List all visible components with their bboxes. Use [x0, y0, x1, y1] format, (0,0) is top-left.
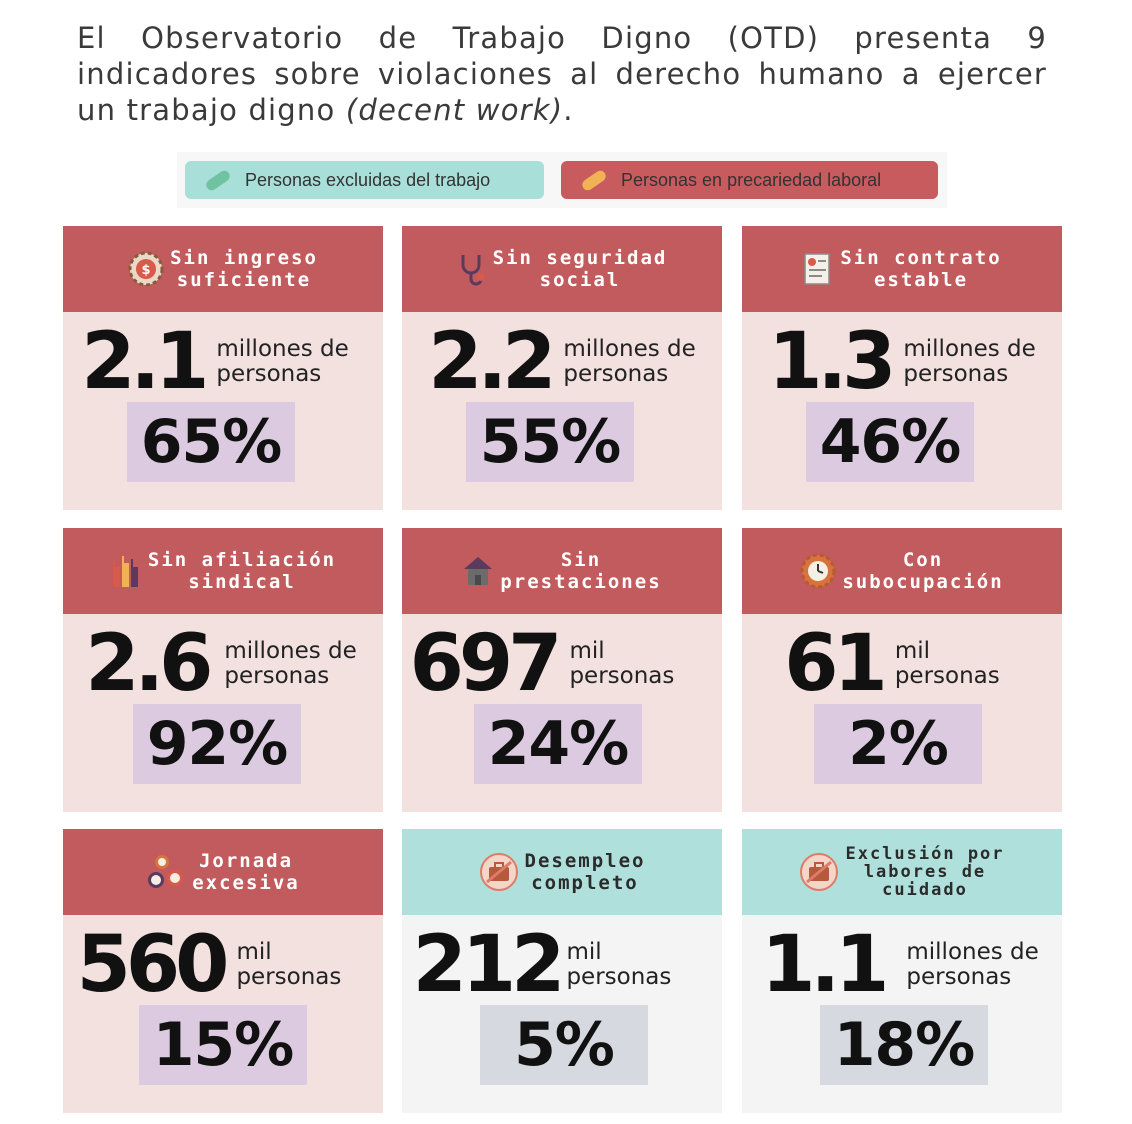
card-stat: 61 mil personas: [732, 622, 1052, 706]
card-unit: millones de personas: [906, 939, 1039, 990]
card-title: Desempleo completo: [524, 850, 646, 894]
intro-paragraph: El Observatorio de Trabajo Digno (OTD) p…: [77, 20, 1047, 128]
indicator-card: Jornada excesiva 560 mil personas 15%: [63, 829, 383, 1113]
intro-end: .: [563, 93, 574, 127]
card-unit: mil personas: [894, 638, 1000, 689]
indicator-card: Exclusión por labores de cuidado 1.1 mil…: [742, 829, 1062, 1113]
intro-emphasis: (decent work): [345, 93, 564, 127]
card-header: Con subocupación: [742, 528, 1062, 614]
card-title: Sin prestaciones: [500, 549, 662, 593]
card-stat: 2.6 millones de personas: [61, 622, 381, 706]
clocks-icon: [146, 852, 186, 892]
indicator-card: Sin contrato estable 1.3 millones de per…: [742, 226, 1062, 510]
card-unit: mil personas: [236, 939, 342, 990]
card-unit: millones de personas: [903, 336, 1036, 387]
card-percent: 2%: [814, 704, 982, 784]
card-unit: millones de personas: [563, 336, 696, 387]
legend-excluded-label: Personas excluidas del trabajo: [245, 169, 491, 190]
card-unit: millones de personas: [224, 638, 357, 689]
indicator-card: Desempleo completo 212 mil personas 5%: [402, 829, 722, 1113]
indicator-card: Sin seguridad social 2.2 millones de per…: [402, 226, 722, 510]
card-title: Con subocupación: [842, 549, 1004, 593]
card-unit: millones de personas: [216, 336, 349, 387]
card-stat: 2.1 millones de personas: [55, 320, 375, 404]
indicator-card: $ Sin ingreso suficiente 2.1 millones de…: [63, 226, 383, 510]
card-percent: 65%: [127, 402, 295, 482]
card-value: 2.1: [81, 317, 209, 407]
svg-text:$: $: [142, 263, 151, 278]
card-stat: 2.2 millones de personas: [402, 320, 722, 404]
card-title: Sin afiliación sindical: [147, 549, 337, 593]
card-value: 2.2: [428, 317, 556, 407]
card-stat: 1.3 millones de personas: [742, 320, 1062, 404]
card-header: Sin contrato estable: [742, 226, 1062, 312]
card-title: Exclusión por labores de cuidado: [845, 844, 1005, 900]
pill-icon: [204, 168, 232, 192]
legend-precarious: Personas en precariedad laboral: [561, 161, 938, 199]
card-value: 212: [412, 920, 566, 1010]
card-stat: 560 mil personas: [49, 923, 369, 1007]
contract-icon: [802, 251, 834, 287]
house-icon: [462, 553, 494, 589]
card-unit: mil personas: [566, 939, 672, 990]
stethoscope-icon: [457, 251, 487, 287]
no-briefcase-icon: [799, 852, 839, 892]
card-percent: 24%: [474, 704, 642, 784]
no-briefcase-icon: [479, 852, 519, 892]
card-value: 2.6: [85, 619, 213, 709]
card-value: 560: [76, 920, 230, 1010]
legend-precarious-label: Personas en precariedad laboral: [621, 169, 882, 190]
pill-icon: [580, 168, 608, 192]
card-header: Sin afiliación sindical: [63, 528, 383, 614]
card-header: Sin prestaciones: [402, 528, 722, 614]
card-percent: 46%: [806, 402, 974, 482]
card-title: Sin seguridad social: [492, 247, 668, 291]
card-stat: 697 mil personas: [382, 622, 702, 706]
legend-excluded: Personas excluidas del trabajo: [185, 161, 544, 199]
clock-gear-icon: [800, 553, 836, 589]
card-value: 61: [784, 619, 888, 709]
card-header: $ Sin ingreso suficiente: [63, 226, 383, 312]
card-percent: 55%: [466, 402, 634, 482]
card-title: Sin ingreso suficiente: [170, 247, 318, 291]
card-value: 1.3: [768, 317, 896, 407]
indicator-card: Con subocupación 61 mil personas 2%: [742, 528, 1062, 812]
indicator-card: Sin afiliación sindical 2.6 millones de …: [63, 528, 383, 812]
card-header: Jornada excesiva: [63, 829, 383, 915]
card-percent: 18%: [820, 1005, 988, 1085]
card-unit: mil personas: [569, 638, 675, 689]
card-header: Exclusión por labores de cuidado: [742, 829, 1062, 915]
card-header: Desempleo completo: [402, 829, 722, 915]
card-percent: 92%: [133, 704, 301, 784]
card-percent: 15%: [139, 1005, 307, 1085]
intro-text: El Observatorio de Trabajo Digno (OTD) p…: [77, 21, 1047, 127]
raised-hands-icon: [110, 553, 142, 589]
card-percent: 5%: [480, 1005, 648, 1085]
card-stat: 1.1 millones de personas: [740, 923, 1060, 1007]
card-title: Sin contrato estable: [840, 247, 1002, 291]
card-title: Jornada excesiva: [192, 850, 300, 894]
money-gear-icon: $: [128, 251, 164, 287]
legend: Personas excluidas del trabajo Personas …: [177, 152, 947, 208]
indicator-card: Sin prestaciones 697 mil personas 24%: [402, 528, 722, 812]
card-value: 1.1: [761, 920, 889, 1010]
card-stat: 212 mil personas: [382, 923, 702, 1007]
card-header: Sin seguridad social: [402, 226, 722, 312]
card-value: 697: [409, 619, 563, 709]
